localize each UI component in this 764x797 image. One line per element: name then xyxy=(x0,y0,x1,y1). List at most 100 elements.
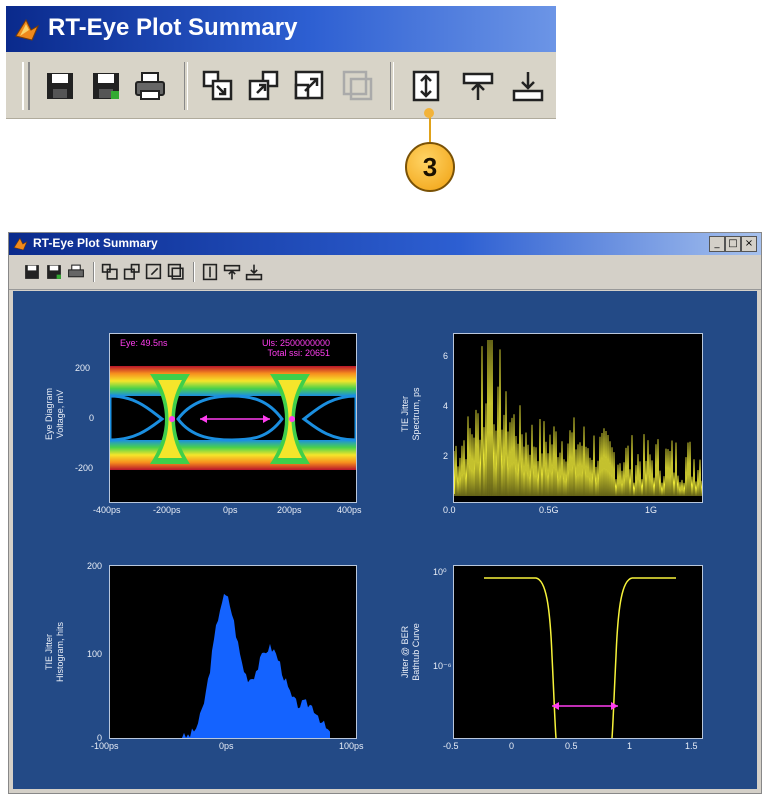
collapse-button[interactable] xyxy=(167,263,185,281)
save-icon xyxy=(25,265,39,279)
copy-figure-icon xyxy=(101,263,118,280)
bathtub-xtick: 1 xyxy=(627,741,633,751)
callout-anchor-dot xyxy=(424,108,434,118)
window-toolbar xyxy=(9,255,761,290)
expand-icon xyxy=(145,263,162,280)
move-down-icon xyxy=(245,264,263,281)
zoomed-window-header: RT-Eye Plot Summary xyxy=(6,6,556,119)
expand-icon xyxy=(294,70,324,100)
eye-diagram-plot: Eye: 49.5ns Uls: 2500000000 Total ssi: 20… xyxy=(108,333,358,503)
window-title-bar: RT-Eye Plot Summary _ □ × xyxy=(9,233,761,255)
eye-xtick: -200ps xyxy=(153,505,181,515)
export-button[interactable] xyxy=(246,68,282,104)
collapse-icon xyxy=(342,70,373,101)
histogram-ytick: 0 xyxy=(97,733,103,743)
bathtub-ylabel: Jitter @ BER Bathtub Curve xyxy=(400,623,421,681)
eye-xtick: 0ps xyxy=(223,505,238,515)
align-vertical-button[interactable] xyxy=(201,263,219,281)
histogram-xtick: 0ps xyxy=(219,741,234,751)
histogram-shape xyxy=(180,593,330,738)
bathtub-xtick: 0 xyxy=(509,741,515,751)
title-bar: RT-Eye Plot Summary xyxy=(6,6,556,52)
toolbar-grip[interactable] xyxy=(22,62,30,110)
eye-xtick: 200ps xyxy=(277,505,302,515)
jitter-histogram-plot xyxy=(109,565,357,739)
matlab-logo-icon xyxy=(13,237,28,251)
save-as-icon xyxy=(47,265,61,279)
toolbar-separator xyxy=(193,262,195,282)
copy-figure-button[interactable] xyxy=(200,68,236,104)
eye-ytick: -200 xyxy=(75,463,94,473)
spectrum-xtick: 0.0 xyxy=(443,505,456,515)
bathtub-trace xyxy=(484,577,676,739)
print-icon xyxy=(135,72,165,100)
rt-eye-plot-window: RT-Eye Plot Summary _ □ × xyxy=(8,232,762,794)
collapse-icon xyxy=(167,263,184,280)
print-button[interactable] xyxy=(67,263,85,281)
eye-ylabel: Eye Diagram Voltage, mV xyxy=(44,387,65,441)
spectrum-line xyxy=(453,339,704,497)
collapse-button[interactable] xyxy=(340,68,376,104)
move-up-button[interactable] xyxy=(223,263,241,281)
bathtub-xtick: 0.5 xyxy=(565,741,578,751)
spectrum-ytick: 6 xyxy=(443,351,449,361)
move-down-icon xyxy=(512,72,544,102)
window-title: RT-Eye Plot Summary xyxy=(33,236,158,250)
histogram-ytick: 200 xyxy=(87,561,103,571)
toolbar-separator xyxy=(93,262,95,282)
export-button[interactable] xyxy=(123,263,141,281)
expand-button[interactable] xyxy=(292,68,328,104)
copy-figure-icon xyxy=(202,70,233,101)
move-up-icon xyxy=(462,72,494,100)
eye-xtick: -400ps xyxy=(93,505,121,515)
spectrum-ytick: 2 xyxy=(443,451,449,461)
eye-ytick: 0 xyxy=(89,413,95,423)
close-button[interactable]: × xyxy=(741,236,757,252)
bathtub-ytick: 10⁰ xyxy=(433,567,447,577)
window-title: RT-Eye Plot Summary xyxy=(48,14,298,41)
eye-annotation: Eye: 49.5ns xyxy=(120,338,168,348)
export-icon xyxy=(248,70,279,101)
histogram-xtick: -100ps xyxy=(91,741,119,751)
eye-annotation-stats: Uls: 2500000000 Total ssi: 20651 xyxy=(262,338,331,358)
histogram-xtick: 100ps xyxy=(339,741,364,751)
spectrum-xtick: 0.5G xyxy=(539,505,559,515)
align-vertical-button[interactable] xyxy=(408,68,444,104)
bathtub-xtick: -0.5 xyxy=(443,741,459,751)
toolbar-separator xyxy=(390,62,394,110)
copy-figure-button[interactable] xyxy=(101,263,119,281)
bathtub-ytick: 10⁻⁶ xyxy=(433,661,452,671)
bathtub-curve-plot xyxy=(453,565,703,739)
histogram-ylabel: TIE Jitter Histogram, hits xyxy=(44,621,65,683)
print-icon xyxy=(68,264,84,278)
spectrum-xtick: 1G xyxy=(645,505,658,515)
align-vertical-icon xyxy=(202,263,218,281)
save-button[interactable] xyxy=(23,263,41,281)
expand-button[interactable] xyxy=(145,263,163,281)
spectrum-trace xyxy=(453,339,704,497)
callout-leader-line xyxy=(429,112,431,142)
jitter-spectrum-plot xyxy=(453,333,704,503)
save-as-button[interactable] xyxy=(88,68,124,104)
figure-area: Eye Diagram Voltage, mV 200 0 -200 xyxy=(13,291,757,789)
matlab-logo-icon xyxy=(15,18,40,41)
move-down-button[interactable] xyxy=(245,263,263,281)
spectrum-ylabel: TIE Jitter Spectrum, ps xyxy=(400,387,421,441)
align-vertical-icon xyxy=(412,70,440,102)
save-as-button[interactable] xyxy=(45,263,63,281)
move-down-button[interactable] xyxy=(510,68,546,104)
spectrum-ytick: 4 xyxy=(443,401,449,411)
eye-diagram-image xyxy=(108,334,358,502)
print-button[interactable] xyxy=(132,68,168,104)
save-button[interactable] xyxy=(42,68,78,104)
save-icon xyxy=(47,73,73,99)
maximize-button[interactable]: □ xyxy=(725,236,741,252)
eye-ytick: 200 xyxy=(75,363,91,373)
minimize-button[interactable]: _ xyxy=(709,236,725,252)
move-up-button[interactable] xyxy=(460,68,496,104)
toolbar xyxy=(6,52,556,119)
eye-xtick: 400ps xyxy=(337,505,362,515)
export-icon xyxy=(123,263,140,280)
histogram-ytick: 100 xyxy=(87,649,103,659)
bathtub-xtick: 1.5 xyxy=(685,741,698,751)
